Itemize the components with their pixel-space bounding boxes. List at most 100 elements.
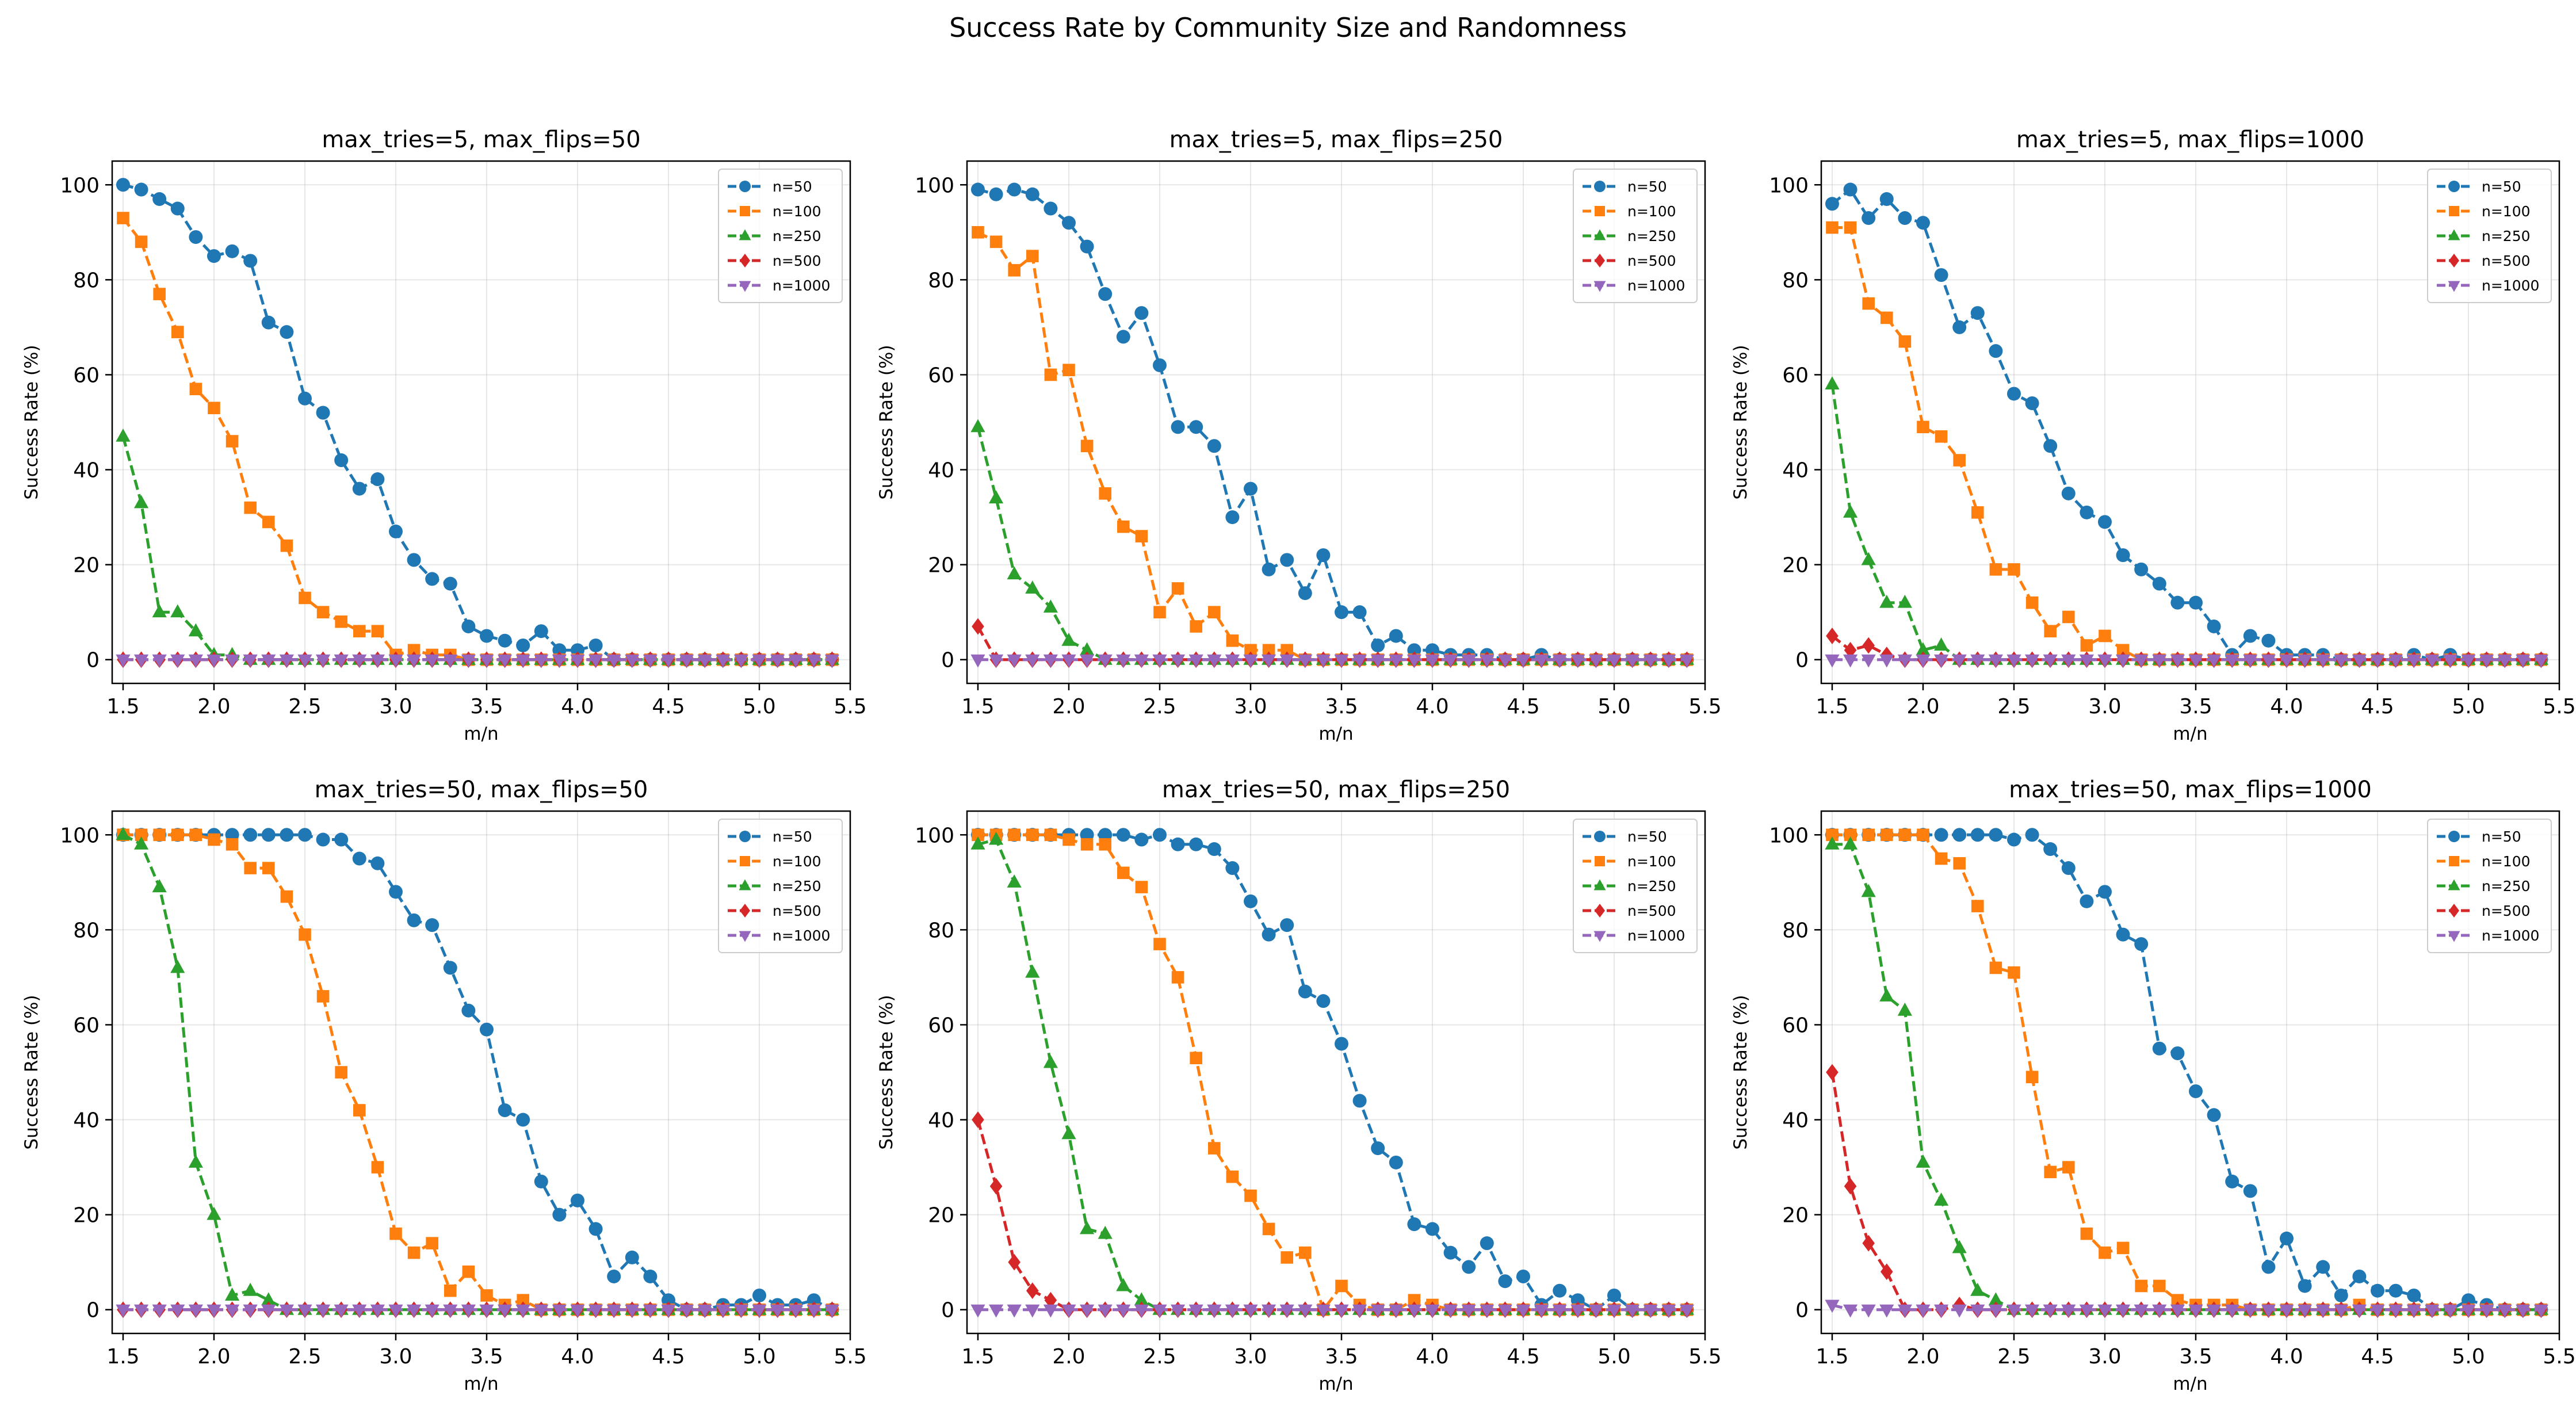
data-point <box>1861 654 1876 668</box>
data-point <box>1079 1221 1095 1234</box>
data-point <box>297 1304 312 1318</box>
legend-box <box>2427 819 2552 953</box>
data-point <box>1898 335 1912 348</box>
axes-frame <box>111 810 851 1335</box>
data-point <box>2024 654 2040 668</box>
data-point <box>1897 1002 1912 1016</box>
data-point <box>261 1304 276 1318</box>
legend-item: n=500 <box>1583 903 1676 919</box>
data-point <box>243 654 258 668</box>
data-point <box>1988 654 2003 668</box>
data-point <box>279 1304 294 1318</box>
data-point <box>2225 654 2239 668</box>
data-point <box>152 879 167 893</box>
data-point <box>2334 1304 2349 1318</box>
series-n=1000 <box>970 1304 1694 1318</box>
data-point <box>243 1282 258 1296</box>
data-point <box>407 913 421 927</box>
data-point <box>1262 644 1275 657</box>
data-point <box>1825 197 1839 211</box>
legend-label: n=50 <box>2482 178 2521 195</box>
y-tick-label: 60 <box>928 364 954 387</box>
data-point <box>2171 1294 2184 1307</box>
x-tick-label: 3.0 <box>1234 695 1267 718</box>
data-point <box>1335 1279 1348 1293</box>
data-point <box>1861 1304 1876 1318</box>
x-tick-label: 4.0 <box>561 695 594 718</box>
y-tick-label: 60 <box>73 364 100 387</box>
data-point <box>316 406 330 420</box>
data-point <box>2243 654 2258 668</box>
data-point <box>1661 1304 1676 1318</box>
legend-label: n=1000 <box>1627 927 1685 944</box>
legend-item: n=500 <box>728 253 821 269</box>
data-point <box>188 1155 203 1168</box>
data-point <box>1352 1094 1367 1108</box>
x-axis-label: m/n <box>464 724 498 744</box>
y-tick-label: 100 <box>915 174 954 197</box>
plot-area <box>1825 182 2548 668</box>
data-point <box>2279 1231 2294 1245</box>
y-axis-label: Success Rate (%) <box>1730 345 1751 499</box>
data-point <box>2134 562 2149 576</box>
data-point <box>1026 250 1039 262</box>
data-point <box>1025 1304 1040 1318</box>
data-point <box>1862 828 1875 842</box>
data-point <box>1117 520 1130 533</box>
data-point <box>2025 1071 2039 1084</box>
data-point <box>1553 1283 1567 1298</box>
data-point <box>243 1304 258 1318</box>
legend-label: n=100 <box>773 853 821 870</box>
data-point <box>1262 562 1276 576</box>
legend-marker <box>2448 229 2460 240</box>
legend-marker <box>2449 856 2459 866</box>
data-point <box>2044 1165 2057 1179</box>
x-tick-label: 4.5 <box>1507 695 1539 718</box>
data-point <box>2261 633 2276 648</box>
y-tick-label: 100 <box>60 824 100 847</box>
data-point <box>1098 287 1113 301</box>
data-point <box>2008 966 2020 979</box>
data-point <box>1007 182 1022 197</box>
data-point <box>2388 1283 2403 1298</box>
y-axis-label: Success Rate (%) <box>21 995 42 1149</box>
data-point <box>2153 1279 2166 1293</box>
legend-marker <box>1593 281 1606 292</box>
legend-item: n=250 <box>1583 878 1676 895</box>
data-point <box>2298 1279 2312 1293</box>
data-point <box>1933 1304 1949 1318</box>
data-point <box>1152 358 1167 372</box>
data-point <box>407 1246 421 1259</box>
data-point <box>1898 828 1912 842</box>
data-point <box>1007 1304 1022 1318</box>
data-point <box>480 1289 493 1302</box>
data-point <box>2243 1304 2258 1318</box>
data-point <box>1279 1304 1294 1318</box>
data-point <box>117 212 129 224</box>
y-tick-label: 0 <box>941 649 954 672</box>
data-point <box>1371 638 1385 652</box>
data-point <box>1225 510 1240 525</box>
data-point <box>2152 1041 2166 1056</box>
data-point <box>1026 1282 1039 1299</box>
data-point <box>2080 1227 2093 1240</box>
data-point <box>1389 1304 1404 1318</box>
data-point <box>516 1113 530 1127</box>
data-point <box>2334 1288 2348 1302</box>
legend-label: n=500 <box>2482 253 2531 269</box>
data-point <box>643 1304 658 1318</box>
x-tick-label: 5.5 <box>834 695 866 718</box>
legend-item: n=100 <box>2437 853 2531 870</box>
data-point <box>552 1207 567 1222</box>
series-n=1000 <box>1825 654 2548 668</box>
x-tick-label: 3.0 <box>2088 1345 2121 1369</box>
data-point <box>1988 1292 2003 1306</box>
data-point <box>1171 971 1184 984</box>
data-point <box>1826 1064 1839 1081</box>
data-point <box>2443 1304 2457 1318</box>
data-point <box>1897 1304 1912 1318</box>
data-point <box>1879 594 1894 608</box>
data-point <box>299 591 311 605</box>
data-point <box>388 1304 403 1318</box>
data-point <box>189 828 202 842</box>
